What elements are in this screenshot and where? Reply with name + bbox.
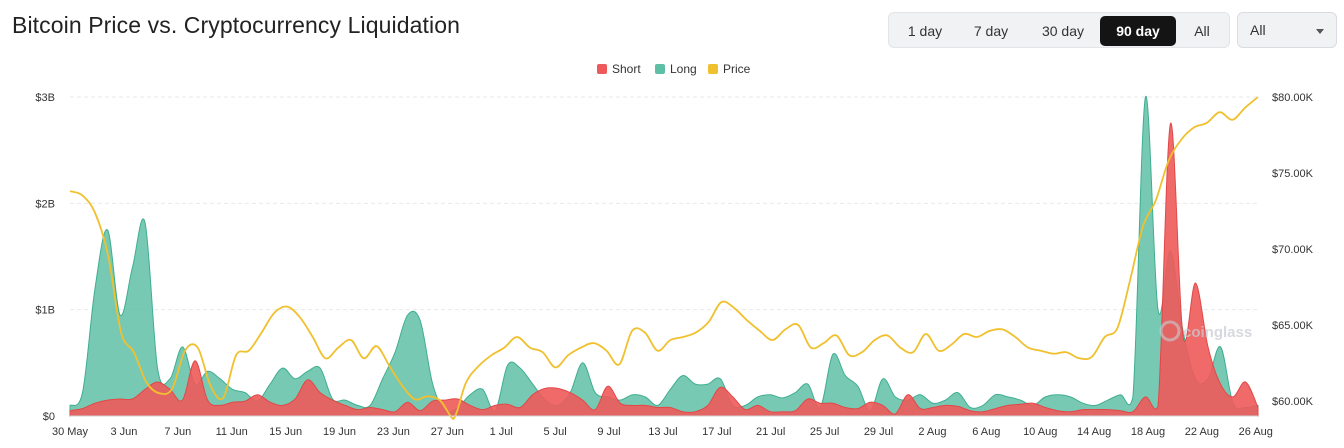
price-line — [69, 96, 1259, 421]
chevron-down-icon — [1316, 29, 1324, 34]
short-area — [69, 123, 1259, 417]
x-tick-label: 15 Jun — [269, 426, 302, 438]
legend-swatch-long — [655, 64, 665, 74]
watermark-text: coinglass — [1183, 324, 1252, 341]
legend-swatch-price — [708, 64, 718, 74]
x-tick-label: 5 Jul — [543, 426, 566, 438]
x-tick-label: 23 Jun — [377, 426, 410, 438]
x-tick-label: 18 Aug — [1131, 426, 1165, 438]
chart-grid — [70, 96, 1258, 417]
y-right-tick-label: $60.00K — [1272, 396, 1314, 408]
coinglass-logo-icon — [1159, 320, 1181, 342]
y-left-tick-label: $0 — [43, 411, 55, 423]
x-tick-label: 21 Jul — [756, 426, 785, 438]
x-tick-label: 26 Aug — [1239, 426, 1273, 438]
y-left-tick-label: $2B — [35, 198, 55, 210]
y-right-tick-label: $65.00K — [1272, 320, 1314, 332]
x-tick-label: 1 Jul — [490, 426, 513, 438]
legend-label-price: Price — [723, 62, 751, 76]
x-tick-label: 29 Jul — [864, 426, 893, 438]
y-left-tick-label: $3B — [35, 92, 55, 104]
legend-swatch-short — [597, 64, 607, 74]
long-area — [69, 96, 1259, 417]
time-range-selector: 1 day 7 day 30 day 90 day All — [888, 12, 1230, 48]
range-90-day-button[interactable]: 90 day — [1100, 16, 1176, 46]
chart-axes: $0 $1B $2B $3B $60.00K $65.00K $70.00K $75.00K $… — [35, 92, 1313, 438]
chart-legend[interactable]: Short Long Price — [597, 62, 751, 76]
legend-label-short: Short — [612, 62, 641, 76]
range-30-day-button[interactable]: 30 day — [1041, 23, 1085, 39]
x-tick-label: 2 Aug — [918, 426, 946, 438]
x-tick-label: 25 Jul — [810, 426, 839, 438]
x-tick-label: 13 Jul — [648, 426, 677, 438]
coin-filter-select[interactable]: All — [1237, 12, 1337, 48]
x-tick-label: 22 Aug — [1185, 426, 1219, 438]
x-tick-label: 7 Jun — [164, 426, 191, 438]
y-right-tick-label: $80.00K — [1272, 92, 1314, 104]
x-tick-label: 17 Jul — [702, 426, 731, 438]
y-right-tick-label: $75.00K — [1272, 168, 1314, 180]
y-right-tick-label: $70.00K — [1272, 244, 1314, 256]
range-7-day-button[interactable]: 7 day — [973, 23, 1009, 39]
x-tick-label: 11 Jun — [216, 426, 248, 438]
range-1-day-button[interactable]: 1 day — [907, 23, 943, 39]
range-all-button[interactable]: All — [1194, 23, 1210, 39]
x-tick-label: 30 May — [52, 426, 89, 438]
x-tick-label: 9 Jul — [597, 426, 620, 438]
x-tick-label: 19 Jun — [323, 426, 356, 438]
x-tick-label: 14 Aug — [1077, 426, 1111, 438]
watermark: coinglass — [1159, 320, 1252, 342]
page-title: Bitcoin Price vs. Cryptocurrency Liquida… — [12, 12, 460, 38]
x-tick-label: 27 Jun — [431, 426, 464, 438]
x-tick-label: 10 Aug — [1023, 426, 1057, 438]
y-left-tick-label: $1B — [35, 305, 55, 317]
x-tick-label: 3 Jun — [110, 426, 137, 438]
coin-filter-value: All — [1250, 22, 1266, 38]
x-tick-label: 6 Aug — [972, 426, 1000, 438]
legend-label-long: Long — [670, 62, 697, 76]
chart-areas — [69, 96, 1259, 421]
